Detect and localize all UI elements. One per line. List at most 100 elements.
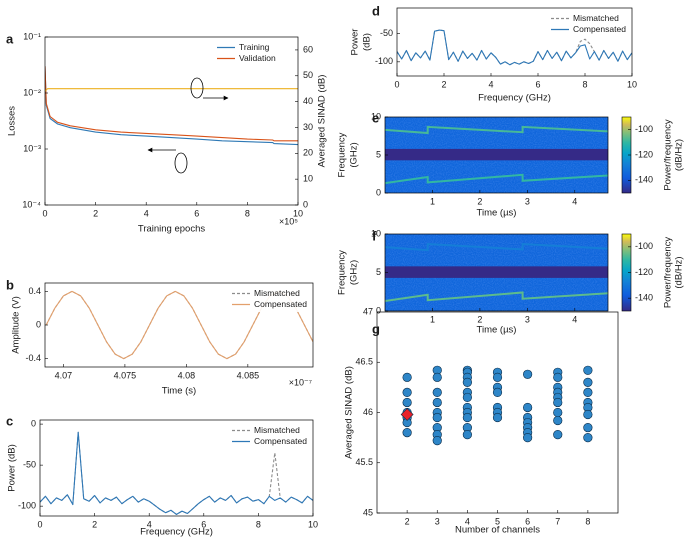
legend-text: Training: [239, 42, 270, 52]
legend-text: Mismatched: [254, 288, 300, 298]
x-tick-label: 6: [201, 519, 206, 529]
point: [402, 397, 412, 408]
panel-letter: d: [372, 3, 380, 18]
plot-area: [40, 431, 313, 515]
point: [432, 397, 442, 408]
colorbar-tick-label: -100: [635, 241, 653, 251]
point: [402, 428, 412, 438]
x-scale-label: ×10⁵: [279, 216, 298, 226]
y2-tick-label: 60: [303, 44, 313, 54]
y-tick-label: 10⁻⁴: [22, 199, 41, 209]
x-tick-label: 10: [627, 79, 637, 89]
y-tick-label: -100: [18, 501, 36, 511]
point: [462, 392, 472, 403]
point: [553, 372, 563, 382]
x-tick-label: 2: [477, 314, 482, 324]
y-tick-label: -50: [23, 460, 36, 470]
axes-frame: [44, 36, 299, 206]
y-tick-label: 47: [363, 306, 373, 316]
plot-area: [397, 29, 632, 66]
y-tick-label: 10⁻¹: [23, 31, 41, 41]
legend-box: [228, 286, 310, 312]
axis-label: Frequency: [337, 132, 348, 177]
panel: 0 2 4 6 8 10 -100 -50 0 c Frequency (GHz) Power (dB…: [6, 413, 318, 537]
axis-label: Losses: [7, 106, 18, 136]
colorbar-tick-label: -140: [635, 293, 653, 303]
x-tick-label: 10: [293, 208, 303, 218]
point: [400, 408, 414, 421]
x-tick-label: 0: [394, 79, 399, 89]
panel: 0 2 4 6 8 10 -100 -50d Frequency (GHz) Power (dB) M…: [350, 3, 637, 103]
point: [492, 387, 503, 398]
x-tick-label: 2: [441, 79, 446, 89]
x-tick-label: 5: [495, 516, 500, 526]
x-axis-label: Number of channels: [455, 525, 540, 536]
ellipse: [174, 152, 188, 174]
y2-tick-label: 20: [303, 148, 313, 158]
x-tick-label: 7: [555, 516, 560, 526]
point: [553, 430, 563, 440]
ellipse: [190, 77, 204, 99]
x-tick-label: 4.08: [178, 370, 196, 380]
spectrogram-line: [385, 173, 608, 185]
legend-text: Mismatched: [573, 13, 619, 23]
panel: 0 2 4 6 8 1010⁻⁴10⁻³10⁻²10⁻¹0102030405060aTra…: [6, 31, 328, 234]
y-tick-label: 46.5: [355, 357, 373, 367]
axis-label: Frequency: [337, 250, 348, 295]
point: [462, 412, 472, 423]
panel-letter: f: [372, 228, 377, 243]
y-tick-label: 10⁻³: [23, 143, 41, 153]
line-series: [45, 88, 298, 92]
y-tick-label: -50: [380, 28, 393, 38]
axis-label: (dB): [362, 33, 373, 51]
x-tick-label: 4: [572, 314, 577, 324]
x-tick-label: 6: [194, 208, 199, 218]
colorbar-tick-label: -120: [635, 149, 653, 159]
x-tick-label: 8: [245, 208, 250, 218]
point: [583, 365, 593, 375]
x-tick-label: 4: [147, 519, 152, 529]
x-tick-label: 3: [525, 196, 530, 206]
line-series: [45, 66, 298, 142]
panel: 4.07 4.075 4.08 4.085 -0.4 0 0.4 b Time (s) Ampli…: [6, 277, 314, 397]
y2-tick-label: 40: [303, 96, 313, 106]
legend-text: Compensated: [254, 436, 307, 446]
axis-label: (GHz): [349, 260, 360, 285]
spectrogram-line: [385, 125, 608, 135]
colorbar-tick-label: -140: [635, 175, 653, 185]
y-tick-label: 0: [31, 418, 36, 428]
line-series: [45, 66, 298, 146]
axis-label: Power (dB): [7, 444, 18, 492]
x-tick-label: 6: [525, 516, 530, 526]
x-tick-label: 4: [465, 516, 470, 526]
y-tick-label: 45.5: [355, 457, 373, 467]
panel-letter: b: [6, 277, 14, 292]
y-tick-label: 45: [363, 507, 373, 517]
legend-box: [228, 423, 310, 449]
point: [462, 377, 472, 387]
plot-area: [385, 234, 608, 311]
point: [432, 387, 442, 398]
x-tick-label: 3: [525, 314, 530, 324]
x-tick-label: 2: [93, 208, 98, 218]
x-axis-label: Time (µs): [477, 208, 517, 219]
point: [492, 372, 503, 382]
point: [432, 372, 442, 382]
legend-box: [213, 40, 295, 66]
axis-label: (dB/Hz): [674, 139, 685, 171]
colorbar-tick-label: -100: [635, 124, 653, 134]
x-tick-label: 8: [256, 519, 261, 529]
x-tick-label: 4.085: [237, 370, 260, 380]
legend-text: Mismatched: [254, 425, 300, 435]
axis-label: Averaged SINAD (dB): [344, 366, 355, 459]
x-tick-label: 1: [430, 196, 435, 206]
point: [432, 412, 442, 423]
axis-label: (dB/Hz): [674, 256, 685, 288]
x-tick-label: 8: [585, 516, 590, 526]
y-tick-label: -100: [375, 56, 393, 66]
legend-text: Compensated: [573, 24, 626, 34]
